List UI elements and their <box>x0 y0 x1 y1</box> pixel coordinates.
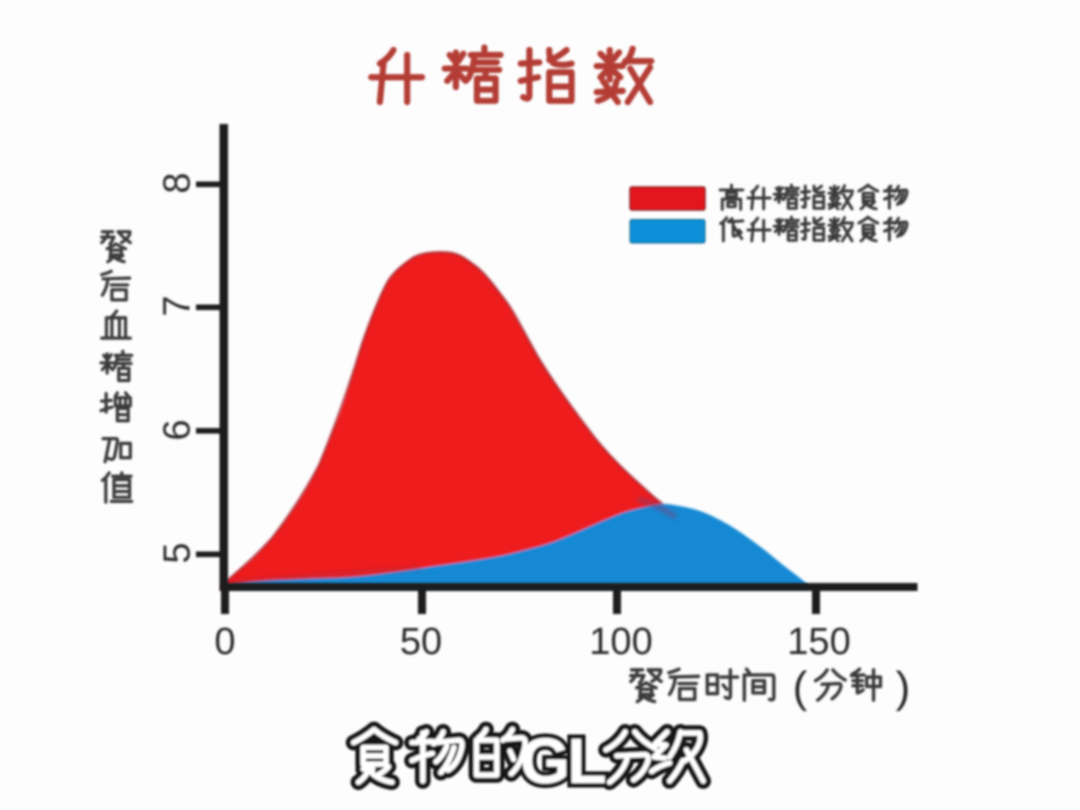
svg-text:L: L <box>567 725 606 797</box>
svg-text:): ) <box>896 663 911 712</box>
svg-text:(: ( <box>793 663 808 712</box>
svg-text:G: G <box>520 725 570 797</box>
svg-text:8: 8 <box>157 172 199 193</box>
svg-text:6: 6 <box>157 419 199 440</box>
svg-text:0: 0 <box>214 621 235 663</box>
svg-text:L: L <box>567 725 606 797</box>
svg-text:G: G <box>520 725 570 797</box>
svg-text:5: 5 <box>157 542 199 563</box>
svg-text:50: 50 <box>400 621 442 663</box>
svg-text:100: 100 <box>589 621 652 663</box>
svg-text:7: 7 <box>157 295 199 316</box>
svg-text:150: 150 <box>787 621 850 663</box>
